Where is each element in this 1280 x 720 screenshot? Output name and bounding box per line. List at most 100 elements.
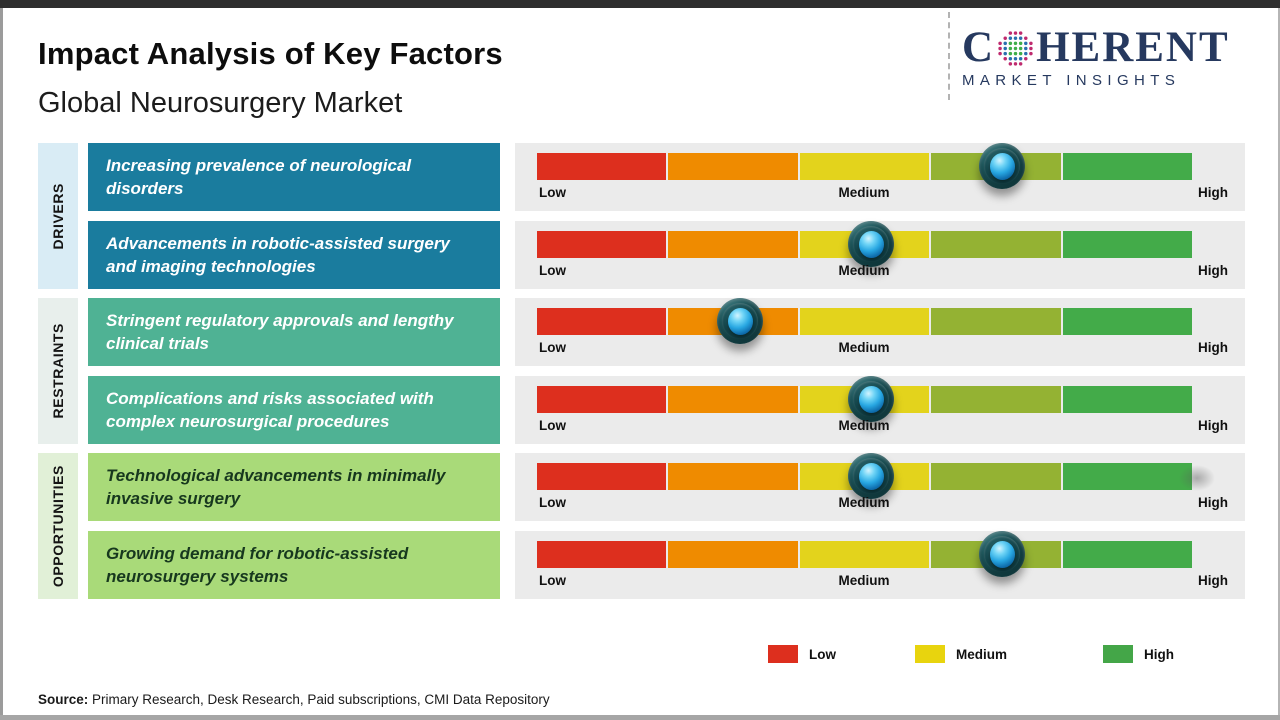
impact-marker	[717, 298, 764, 344]
legend: Low Medium High	[0, 645, 1280, 669]
brand-letter-c: C	[962, 24, 996, 71]
gauge-bar	[537, 308, 1193, 335]
marker-core	[990, 541, 1016, 568]
segment-orange	[668, 231, 798, 258]
impact-marker	[979, 143, 1026, 189]
gauge-bar	[537, 153, 1193, 180]
segment-olive	[931, 308, 1061, 335]
segment-olive	[931, 386, 1061, 413]
marker-core	[859, 463, 885, 490]
segment-orange	[668, 386, 798, 413]
top-border	[0, 0, 1280, 8]
right-border	[1278, 8, 1280, 720]
factor-box-5: Technological advancements in minimally …	[88, 453, 500, 521]
legend-swatch-low	[768, 645, 798, 663]
gauge-label-medium: Medium	[838, 185, 890, 200]
logo-divider	[948, 12, 950, 100]
segment-orange	[668, 541, 798, 568]
segment-olive	[931, 231, 1061, 258]
gauge-label-high: High	[1198, 263, 1228, 278]
gauge-label-high: High	[1198, 340, 1228, 355]
brand-logo: C HERENT MARKET INSIGHTS	[962, 26, 1262, 89]
factor-text: Technological advancements in minimally …	[106, 465, 446, 508]
left-border	[0, 8, 3, 720]
legend-item-medium: Medium	[915, 645, 1007, 663]
bottom-border	[0, 715, 1280, 720]
segment-green	[1062, 153, 1193, 180]
gauge-label-low: Low	[539, 573, 566, 588]
brand-letters: HERENT	[1036, 24, 1230, 71]
gauge-label-medium: Medium	[838, 340, 890, 355]
segment-green	[1062, 231, 1193, 258]
factor-box-4: Complications and risks associated with …	[88, 376, 500, 444]
factor-box-3: Stringent regulatory approvals and lengt…	[88, 298, 500, 366]
legend-item-low: Low	[768, 645, 836, 663]
legend-label-low: Low	[809, 646, 836, 662]
gauge-label-high: High	[1198, 495, 1228, 510]
segment-red	[537, 386, 667, 413]
opportunities-label: OPPORTUNITIES	[50, 464, 66, 588]
segment-green	[1062, 308, 1193, 335]
gauge-label-high: High	[1198, 185, 1228, 200]
factor-text: Advancements in robotic-assisted surgery…	[106, 233, 450, 276]
gauge-bar	[537, 231, 1193, 258]
marker-core	[859, 231, 885, 258]
marker-core	[990, 153, 1016, 180]
impact-marker	[848, 453, 895, 499]
factor-text: Stringent regulatory approvals and lengt…	[106, 310, 454, 353]
segment-green	[1062, 541, 1193, 568]
segment-red	[537, 541, 667, 568]
legend-swatch-high	[1103, 645, 1133, 663]
gauge-label-medium: Medium	[838, 418, 890, 433]
gauge-label-low: Low	[539, 340, 566, 355]
group-label-restraints: RESTRAINTS	[38, 298, 78, 444]
source-note: Source: Primary Research, Desk Research,…	[38, 692, 550, 707]
gauge-label-medium: Medium	[838, 573, 890, 588]
impact-gauge-2: Low Medium High	[515, 221, 1245, 289]
segment-orange	[668, 463, 798, 490]
segment-red	[537, 463, 667, 490]
gauge-label-low: Low	[539, 495, 566, 510]
restraints-label: RESTRAINTS	[50, 323, 66, 419]
segment-green	[1062, 386, 1193, 413]
factor-text: Increasing prevalence of neurological di…	[106, 155, 412, 198]
factor-box-2: Advancements in robotic-assisted surgery…	[88, 221, 500, 289]
brand-wordmark: C HERENT	[962, 26, 1262, 69]
group-label-drivers: DRIVERS	[38, 143, 78, 289]
bar-shadow-artifact	[1179, 465, 1215, 491]
impact-gauge-1: Low Medium High	[515, 143, 1245, 211]
impact-marker	[848, 221, 895, 267]
globe-dots-icon	[998, 31, 1033, 66]
segment-red	[537, 308, 667, 335]
segment-red	[537, 153, 667, 180]
impact-gauge-4: Low Medium High	[515, 376, 1245, 444]
segment-green	[1062, 463, 1193, 490]
legend-swatch-medium	[915, 645, 945, 663]
factor-text: Complications and risks associated with …	[106, 388, 434, 431]
gauge-label-high: High	[1198, 418, 1228, 433]
gauge-label-medium: Medium	[838, 495, 890, 510]
impact-marker	[848, 376, 895, 422]
gauge-label-low: Low	[539, 185, 566, 200]
gauge-label-medium: Medium	[838, 263, 890, 278]
factor-box-6: Growing demand for robotic-assisted neur…	[88, 531, 500, 599]
legend-item-high: High	[1103, 645, 1174, 663]
marker-core	[859, 386, 885, 413]
gauge-label-high: High	[1198, 573, 1228, 588]
drivers-label: DRIVERS	[50, 182, 66, 250]
impact-gauge-3: Low Medium High	[515, 298, 1245, 366]
segment-orange	[668, 153, 798, 180]
impact-marker	[979, 531, 1026, 577]
legend-label-high: High	[1144, 646, 1174, 662]
segment-yellow	[799, 153, 930, 180]
gauge-label-low: Low	[539, 263, 566, 278]
impact-gauge-6: Low Medium High	[515, 531, 1245, 599]
factor-text: Growing demand for robotic-assisted neur…	[106, 543, 409, 586]
segment-olive	[931, 463, 1061, 490]
segment-yellow	[799, 541, 930, 568]
page-title: Impact Analysis of Key Factors	[38, 36, 503, 71]
segment-yellow	[799, 308, 930, 335]
group-label-opportunities: OPPORTUNITIES	[38, 453, 78, 599]
impact-gauge-5: Low Medium High	[515, 453, 1245, 521]
